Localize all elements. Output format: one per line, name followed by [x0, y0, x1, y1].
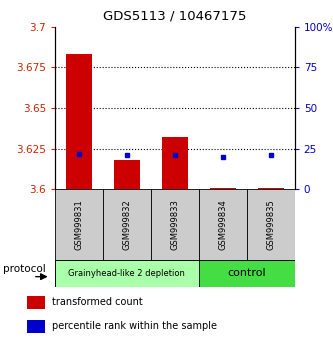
Bar	[257, 188, 284, 191]
Bar	[27, 320, 45, 333]
Bar	[247, 189, 295, 260]
Text: GSM999832: GSM999832	[122, 199, 132, 250]
Text: protocol: protocol	[3, 264, 46, 274]
Bar	[199, 260, 295, 287]
Text: control: control	[227, 268, 266, 279]
Bar	[103, 189, 151, 260]
Text: GSM999833: GSM999833	[170, 199, 179, 250]
Text: percentile rank within the sample: percentile rank within the sample	[52, 321, 216, 331]
Bar	[209, 188, 236, 192]
Bar	[199, 189, 247, 260]
Text: GSM999835: GSM999835	[266, 199, 275, 250]
Bar	[162, 137, 188, 189]
Bar	[55, 260, 199, 287]
Bar	[55, 189, 103, 260]
Bar	[66, 54, 92, 189]
Text: transformed count: transformed count	[52, 297, 143, 307]
Bar	[151, 189, 199, 260]
Bar	[114, 160, 140, 189]
Text: GSM999834: GSM999834	[218, 199, 227, 250]
Text: Grainyhead-like 2 depletion: Grainyhead-like 2 depletion	[69, 269, 185, 278]
Text: GSM999831: GSM999831	[74, 199, 84, 250]
Bar	[27, 296, 45, 309]
Title: GDS5113 / 10467175: GDS5113 / 10467175	[103, 10, 246, 23]
